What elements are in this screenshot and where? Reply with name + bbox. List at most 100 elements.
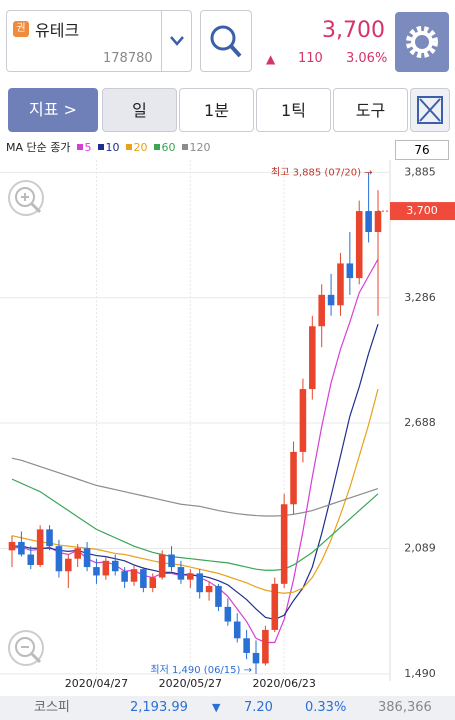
price-chart: 1,490 2,089 2,688 3,286 3,885 2020/04/27 2020/… [0,160,455,690]
settings-button[interactable] [395,12,449,72]
candle-body [299,389,307,452]
legend-swatch [97,144,104,150]
index-rate: 0.33% [305,700,347,715]
candle-body [130,569,138,582]
candle-body [121,571,128,582]
candle-body [309,326,316,390]
gear-icon [406,26,438,58]
tab[interactable]: 도구 [333,88,408,132]
ma-line [12,323,379,621]
candle-body [271,583,279,630]
legend-swatch [125,144,132,150]
legend-entry: 5 [84,141,92,154]
badge: 권 [13,21,29,37]
legend-label: MA 단순 종가 [6,141,71,154]
zoom-in-button[interactable] [8,180,44,216]
count-box: 76 [395,140,449,160]
candle-body [93,567,100,576]
tab[interactable]: 1분 [179,88,254,132]
candle-body [224,606,232,622]
index-change: 7.20 [244,700,273,715]
x-tick-label: 2020/04/27 [65,677,128,690]
current-price: 3,700 [322,18,385,43]
candle-body [27,554,35,565]
index-volume: 386,366 [378,700,432,715]
expand-button[interactable] [410,88,450,132]
legend-swatch [153,144,160,150]
indicator-button[interactable]: 지표 > [8,88,98,132]
candle-body [149,577,157,589]
search-icon [210,25,242,58]
candle-body [140,569,147,589]
candle-body [158,554,166,578]
legend-entry: 20 [133,141,148,154]
candle-body [346,263,354,279]
candle-body [46,529,53,547]
tab[interactable]: 일 [102,88,177,132]
candle-body [74,548,81,559]
candle-body [187,573,194,580]
stock-selector[interactable]: 권 유테크 178780 [6,10,192,72]
y-tick-label: 2,089 [404,541,436,554]
candle-body [8,541,16,551]
chevron [170,36,184,46]
candle-body [18,541,25,555]
candle-body [168,554,175,568]
index-arrow: ▼ [212,701,221,714]
legend-entry: 120 [189,141,211,154]
ma-legend: MA 단순 종가 5 10 20 60 120 [6,139,211,155]
candle-body [111,560,119,572]
ma-line [11,388,379,594]
search-button[interactable] [200,10,252,72]
y-tick-label: 2,688 [404,416,436,429]
x-tick-label: 2020/05/27 [159,677,222,690]
legend-swatch [76,144,83,150]
zoom-out-button[interactable] [8,630,44,666]
legend-swatch [181,144,188,150]
candle-body [252,652,260,664]
candle-body [337,263,344,306]
price-tag-label: 3,700 [406,204,438,217]
x-tick-label: 2020/06/23 [252,677,315,690]
candle-body [55,546,63,572]
candle-body [290,451,297,505]
candle-body [215,585,222,607]
dropdown-button[interactable] [161,11,193,71]
candle-body [262,629,269,664]
stock-code: 178780 [103,51,153,66]
candle-body [36,529,44,565]
ma-line [11,478,379,571]
candle-body [243,638,250,653]
price-tag [390,202,455,221]
index-value: 2,193.99 [130,700,188,715]
change-arrow: ▲ [266,52,276,66]
candle-body [196,573,203,593]
candle-body [65,558,72,572]
change-rate: 3.06% [346,51,388,66]
candle-body [83,548,91,568]
market-bar: 코스피 2,193.99 ▼ 7.20 0.33% 386,366 [0,696,455,720]
candle-body [205,585,213,593]
candle-body [355,211,363,279]
index-name: 코스피 [34,700,70,715]
candle-body [102,560,110,576]
zoom-out-icon [15,637,42,664]
candle-body [280,504,288,584]
tab-bar: 일 1분 1틱 도구 [102,88,408,132]
tab[interactable]: 1틱 [256,88,331,132]
ma-line [11,457,379,517]
candle-body [327,294,335,306]
legend-entry: 60 [161,141,176,154]
y-tick-label: 1,490 [404,667,436,680]
candle-body [233,621,241,639]
candle-body [177,567,185,580]
price-change: 110 [298,51,323,66]
candle-body [318,294,325,327]
high-annotation: 최고 3,885 (07/20) → [271,166,373,178]
y-tick-label: 3,885 [404,165,436,178]
y-tick-label: 3,286 [404,291,436,304]
expand-icon [417,96,443,124]
stock-name: 유테크 [35,21,80,40]
legend-entry: 10 [105,141,120,154]
